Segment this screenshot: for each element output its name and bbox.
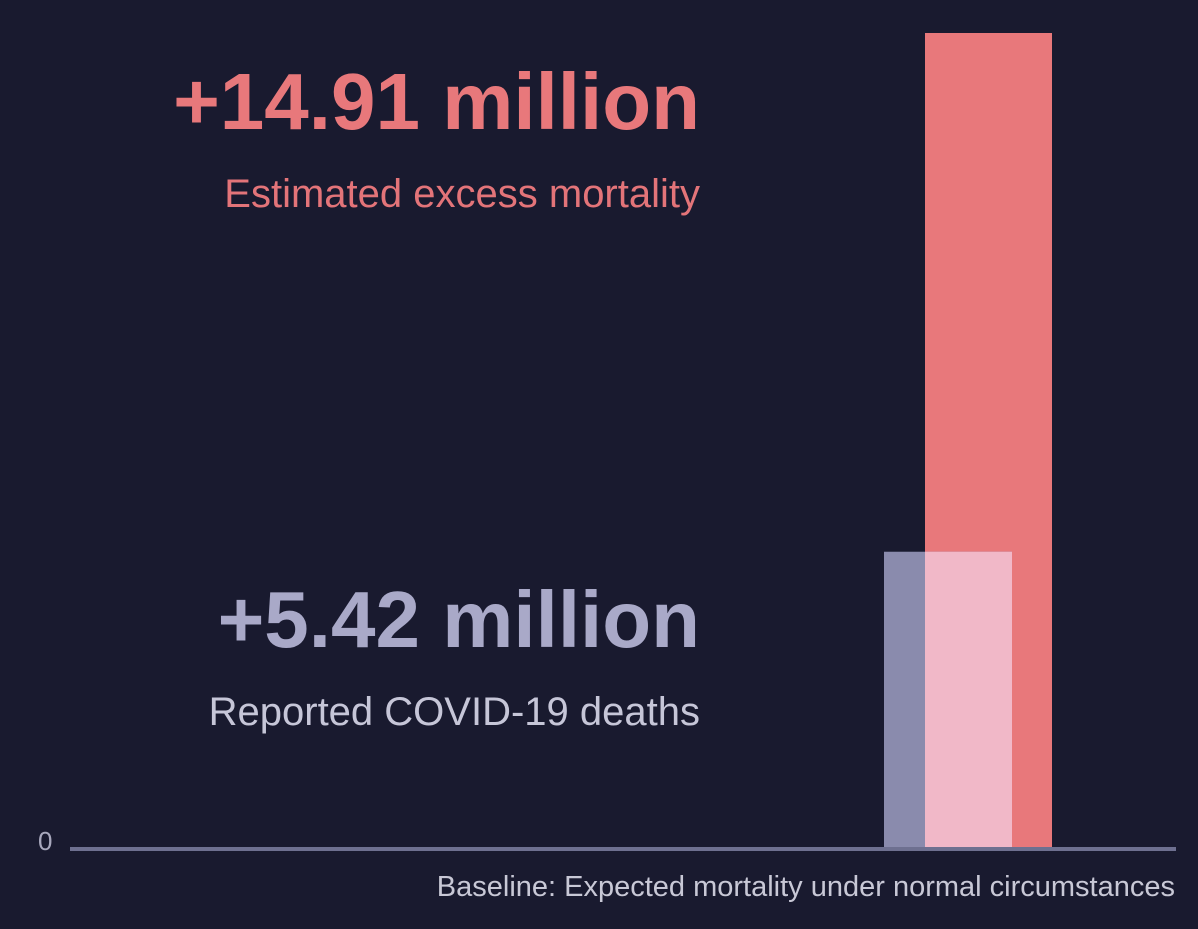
y-tick-0: 0 (38, 826, 52, 856)
reported-series-label: Reported COVID-19 deaths (208, 690, 700, 734)
bar-overlap (925, 551, 1012, 848)
excess-value-label: +14.91 million (173, 57, 700, 146)
x-axis-label: Baseline: Expected mortality under norma… (437, 871, 1175, 903)
reported-value-label: +5.42 million (217, 575, 700, 664)
excess-series-label: Estimated excess mortality (224, 172, 700, 216)
